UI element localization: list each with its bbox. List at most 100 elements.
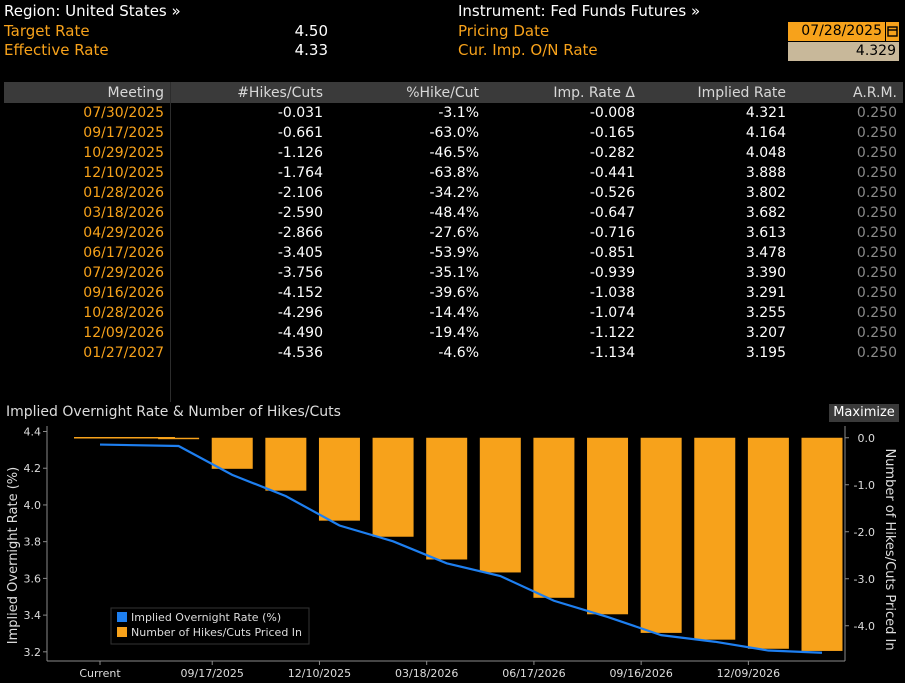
bar	[587, 437, 629, 615]
target-rate-label: Target Rate	[4, 22, 90, 40]
table-row[interactable]: 01/28/2026 -2.106 -34.2% -0.526 3.802 0.250	[4, 183, 903, 203]
cell-arm: 0.250	[856, 245, 897, 261]
cell-pct-hike-cut: -53.9%	[429, 245, 479, 261]
calendar-icon[interactable]	[886, 22, 899, 41]
cell-implied-rate: 3.613	[745, 225, 786, 241]
cell-pct-hike-cut: -39.6%	[429, 285, 479, 301]
cell-pct-hike-cut: -63.0%	[429, 125, 479, 141]
cell-hikes-cuts: -2.590	[277, 205, 323, 221]
table-row[interactable]: 09/16/2026 -4.152 -39.6% -1.038 3.291 0.250	[4, 283, 903, 303]
table-row[interactable]: 10/29/2025 -1.126 -46.5% -0.282 4.048 0.250	[4, 143, 903, 163]
cell-pct-hike-cut: -48.4%	[429, 205, 479, 221]
cell-implied-rate: 3.255	[745, 305, 786, 321]
table-row[interactable]: 04/29/2026 -2.866 -27.6% -0.716 3.613 0.250	[4, 223, 903, 243]
cell-hikes-cuts: -3.405	[277, 245, 323, 261]
bar	[694, 437, 736, 640]
right-tick-label: -4.0	[854, 620, 875, 633]
x-tick-label: 12/09/2026	[717, 667, 780, 680]
cell-implied-rate: 4.164	[745, 125, 786, 141]
cell-imp-rate-delta: -0.647	[589, 205, 635, 221]
region-selector[interactable]: Region: United States »	[4, 2, 181, 20]
cell-arm: 0.250	[856, 345, 897, 361]
cell-imp-rate-delta: -0.716	[589, 225, 635, 241]
left-tick-label: 3.4	[24, 609, 42, 622]
effective-rate-label: Effective Rate	[4, 41, 109, 59]
table-row[interactable]: 10/28/2026 -4.296 -14.4% -1.074 3.255 0.250	[4, 303, 903, 323]
cell-meeting: 03/18/2026	[4, 203, 171, 223]
table-row[interactable]: 03/18/2026 -2.590 -48.4% -0.647 3.682 0.250	[4, 203, 903, 223]
maximize-button[interactable]: Maximize	[829, 404, 899, 422]
table-row[interactable]: 09/17/2025 -0.661 -63.0% -0.165 4.164 0.250	[4, 123, 903, 143]
col-header-pct-hike-cut[interactable]: %Hike/Cut	[329, 82, 485, 103]
cell-arm: 0.250	[856, 265, 897, 281]
cell-meeting: 01/27/2027	[4, 343, 171, 363]
cell-pct-hike-cut: -46.5%	[429, 145, 479, 161]
bar	[211, 437, 253, 469]
left-tick-label: 3.8	[24, 536, 42, 549]
cur-imp-rate-value: 4.329	[788, 42, 899, 61]
left-axis-title: Implied Overnight Rate (%)	[6, 467, 21, 644]
cell-arm: 0.250	[856, 225, 897, 241]
x-tick-label: 03/18/2026	[395, 667, 458, 680]
cell-pct-hike-cut: -63.8%	[429, 165, 479, 181]
cell-imp-rate-delta: -0.282	[589, 145, 635, 161]
instrument-selector[interactable]: Instrument: Fed Funds Futures »	[458, 2, 701, 20]
cell-implied-rate: 4.321	[745, 105, 786, 121]
col-header-hikes-cuts[interactable]: #Hikes/Cuts	[170, 82, 329, 103]
implied-rate-line	[99, 443, 823, 654]
table-row[interactable]: 06/17/2026 -3.405 -53.9% -0.851 3.478 0.250	[4, 243, 903, 263]
legend-label-rate: Implied Overnight Rate (%)	[131, 611, 281, 624]
col-header-imp-rate-delta[interactable]: Imp. Rate Δ	[485, 82, 641, 103]
cell-meeting: 07/29/2026	[4, 263, 171, 283]
cell-hikes-cuts: -0.661	[277, 125, 323, 141]
table-row[interactable]: 07/30/2025 -0.031 -3.1% -0.008 4.321 0.250	[4, 103, 903, 123]
column-divider	[170, 103, 171, 402]
legend-label-hikes: Number of Hikes/Cuts Priced In	[131, 626, 302, 639]
cell-meeting: 12/09/2026	[4, 323, 171, 343]
legend-swatch-hikes	[117, 627, 127, 637]
cell-implied-rate: 4.048	[745, 145, 786, 161]
table-row[interactable]: 12/09/2026 -4.490 -19.4% -1.122 3.207 0.250	[4, 323, 903, 343]
cell-hikes-cuts: -0.031	[277, 105, 323, 121]
cell-meeting: 10/28/2026	[4, 303, 171, 323]
bar	[479, 437, 521, 573]
col-header-implied-rate[interactable]: Implied Rate	[641, 82, 792, 103]
cell-hikes-cuts: -3.756	[277, 265, 323, 281]
table-row[interactable]: 01/27/2027 -4.536 -4.6% -1.134 3.195 0.250	[4, 343, 903, 363]
cell-implied-rate: 3.888	[745, 165, 786, 181]
cell-imp-rate-delta: -0.526	[589, 185, 635, 201]
bar	[158, 437, 200, 440]
cur-imp-rate-label: Cur. Imp. O/N Rate	[458, 41, 598, 59]
cell-pct-hike-cut: -3.1%	[438, 105, 479, 121]
cell-arm: 0.250	[856, 205, 897, 221]
cell-arm: 0.250	[856, 145, 897, 161]
table-row[interactable]: 07/29/2026 -3.756 -35.1% -0.939 3.390 0.250	[4, 263, 903, 283]
cell-imp-rate-delta: -0.939	[589, 265, 635, 281]
cell-arm: 0.250	[856, 325, 897, 341]
bar	[801, 437, 843, 651]
col-header-meeting[interactable]: Meeting	[4, 82, 171, 103]
cell-meeting: 07/30/2025	[4, 103, 171, 123]
meetings-table: Meeting #Hikes/Cuts %Hike/Cut Imp. Rate …	[4, 82, 903, 402]
right-axis-title: Number of Hikes/Cuts Priced In	[882, 448, 897, 650]
cell-arm: 0.250	[856, 165, 897, 181]
left-tick-label: 3.6	[24, 572, 42, 585]
cell-meeting: 09/17/2025	[4, 123, 171, 143]
cell-meeting: 06/17/2026	[4, 243, 171, 263]
pricing-date-label: Pricing Date	[458, 22, 550, 40]
col-header-arm[interactable]: A.R.M.	[792, 82, 903, 103]
bar	[372, 437, 414, 537]
x-tick-label: 09/16/2026	[609, 667, 672, 680]
cell-pct-hike-cut: -34.2%	[429, 185, 479, 201]
cell-implied-rate: 3.291	[745, 285, 786, 301]
cell-pct-hike-cut: -35.1%	[429, 265, 479, 281]
right-tick-label: 0.0	[858, 432, 876, 445]
cell-imp-rate-delta: -1.122	[589, 325, 635, 341]
table-row[interactable]: 12/10/2025 -1.764 -63.8% -0.441 3.888 0.250	[4, 163, 903, 183]
cell-imp-rate-delta: -0.441	[589, 165, 635, 181]
bar	[265, 437, 307, 491]
legend-swatch-rate	[117, 612, 127, 622]
cell-imp-rate-delta: -1.074	[589, 305, 635, 321]
pricing-date-input[interactable]: 07/28/2025	[788, 22, 885, 41]
bar	[640, 437, 682, 633]
